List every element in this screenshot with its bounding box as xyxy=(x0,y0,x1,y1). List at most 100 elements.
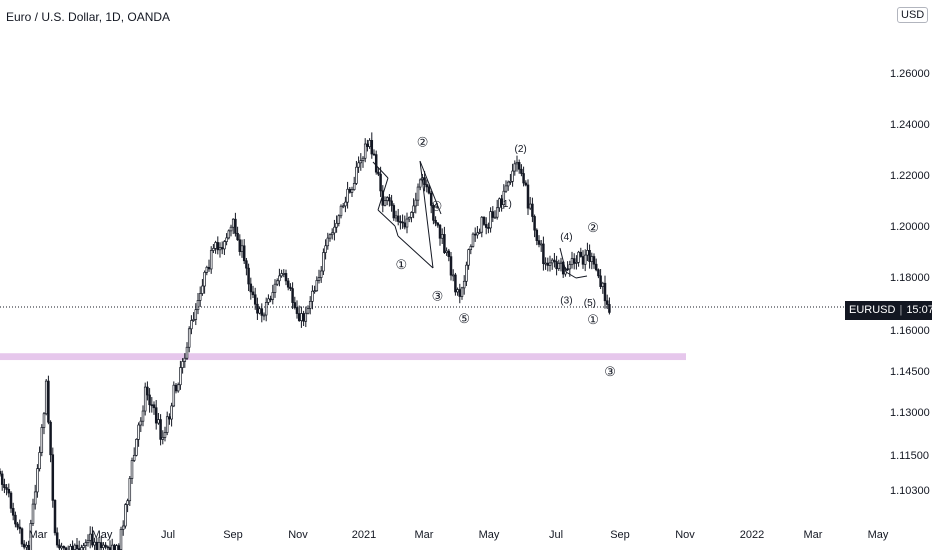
candle xyxy=(346,181,349,209)
time-axis[interactable]: Mar May Jul Sep Nov 2021 Mar May Jul Sep Nov 2022 Ma… xyxy=(29,529,889,541)
wave-label[interactable]: ⑤ xyxy=(458,311,470,326)
candle xyxy=(599,269,602,290)
candle xyxy=(434,216,437,227)
candle xyxy=(608,297,611,315)
candle xyxy=(27,540,30,551)
candle xyxy=(491,206,495,223)
wave-label[interactable]: ④ xyxy=(431,198,443,213)
candle xyxy=(18,519,22,534)
currency-button[interactable]: USD xyxy=(897,7,929,23)
wave-label[interactable]: (2) xyxy=(514,144,526,155)
candle xyxy=(581,250,585,269)
candle xyxy=(473,227,477,242)
candle xyxy=(245,257,248,276)
wave-label[interactable]: (3) xyxy=(560,295,572,306)
candle xyxy=(601,281,605,294)
candle xyxy=(262,312,266,321)
candle xyxy=(183,353,187,368)
candle xyxy=(566,261,569,272)
wave-label[interactable]: ② xyxy=(417,135,429,150)
candle xyxy=(502,184,506,209)
candle xyxy=(289,283,292,291)
candle xyxy=(190,315,193,335)
candle xyxy=(478,228,481,235)
candle xyxy=(372,149,376,156)
candle xyxy=(198,286,202,307)
candle xyxy=(53,499,57,536)
ticker-label: EURUSD xyxy=(849,304,896,316)
candle xyxy=(412,198,415,219)
candle xyxy=(542,236,545,271)
price-tick-label: 1.14500 xyxy=(890,366,930,378)
candle xyxy=(335,215,338,233)
candle xyxy=(377,168,380,177)
candle xyxy=(88,526,92,549)
candle xyxy=(449,252,453,281)
candle xyxy=(401,214,404,229)
candle xyxy=(577,250,580,267)
price-tick-label: 1.10300 xyxy=(890,485,930,497)
symbol-title: Euro / U.S. Dollar, 1D, OANDA xyxy=(6,10,171,24)
candle xyxy=(278,268,281,287)
candle xyxy=(385,196,389,206)
wave-label[interactable]: ① xyxy=(587,312,599,327)
wave-label[interactable]: (5) xyxy=(584,298,596,309)
candle xyxy=(570,251,574,269)
candle xyxy=(3,478,6,494)
candle xyxy=(588,244,591,269)
price-axis[interactable]: 1.26000 1.24000 1.22000 1.20000 1.18000 1.160… xyxy=(890,68,930,497)
candle xyxy=(399,215,402,230)
candle xyxy=(337,214,341,227)
candle xyxy=(522,166,525,187)
candle xyxy=(416,183,420,207)
price-tick-label: 1.24000 xyxy=(890,119,930,131)
wave-label[interactable]: (4) xyxy=(560,232,572,243)
candle xyxy=(71,540,74,550)
candle xyxy=(500,194,503,212)
candle xyxy=(304,306,308,328)
candle xyxy=(73,543,77,550)
candle xyxy=(141,405,145,427)
candle xyxy=(319,265,323,283)
candle xyxy=(117,543,121,550)
wave-label[interactable]: ① xyxy=(395,257,407,272)
last-price-tag: EURUSD|15:07:19 xyxy=(845,301,932,320)
candle xyxy=(605,294,609,310)
candle xyxy=(271,284,275,305)
candle xyxy=(220,241,224,255)
candle xyxy=(135,438,138,457)
candle xyxy=(77,540,81,551)
candle xyxy=(251,285,255,299)
candle xyxy=(209,246,213,274)
candle xyxy=(44,379,48,416)
candle xyxy=(586,242,589,262)
candle xyxy=(559,257,563,272)
time-tick-label: May xyxy=(479,529,500,541)
candle xyxy=(383,196,387,207)
candle xyxy=(504,180,508,193)
candle xyxy=(517,159,521,174)
wave-label[interactable]: ② xyxy=(587,220,599,235)
candle xyxy=(533,214,536,238)
candle xyxy=(429,190,433,214)
candle xyxy=(357,156,360,173)
wave-label[interactable]: (1) xyxy=(500,199,512,210)
candle xyxy=(440,228,444,245)
candle xyxy=(256,297,259,320)
candle xyxy=(396,208,400,226)
candle xyxy=(482,216,486,226)
wave-label[interactable]: ③ xyxy=(604,364,616,379)
candle xyxy=(471,232,475,248)
countdown-label: 15:07:19 xyxy=(906,304,932,316)
wave-lines-layer xyxy=(372,160,588,279)
time-tick-label: May xyxy=(92,529,113,541)
wave-label[interactable]: ③ xyxy=(432,288,444,303)
wave-line xyxy=(565,271,577,279)
candle xyxy=(506,180,510,191)
candle xyxy=(225,233,228,246)
price-tick-label: 1.16000 xyxy=(890,325,930,337)
wave-line xyxy=(419,160,434,269)
